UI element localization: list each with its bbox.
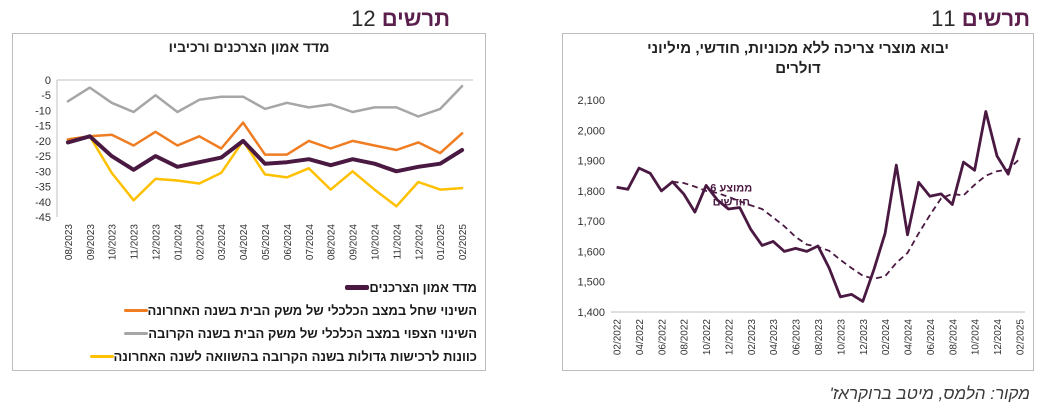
y-tick-label: -35 [35, 182, 51, 194]
y-tick-label: 1,800 [577, 186, 605, 198]
legend-swatch [123, 308, 148, 312]
x-tick-label: 08/2023 [814, 319, 825, 356]
y-tick-label: 1,900 [577, 156, 605, 168]
legend-label: השינוי הצפוי במצב הכלכלי של משק הבית בשנ… [148, 325, 477, 341]
x-tick-label: 08/2023 [64, 224, 75, 261]
chart-title-line: דולרים [775, 60, 821, 77]
x-tick-label: 03/2024 [217, 224, 228, 261]
y-tick-label: -15 [35, 121, 51, 133]
x-tick-label: 12/2023 [859, 319, 870, 356]
x-tick-label: 02/2025 [458, 224, 469, 261]
chart-title-line: יבוא מוצרי צריכה ללא מכוניות, חודשי, מיל… [647, 40, 949, 57]
legend-item-major-purchases: כוונות לרכישות גדולות בשנה הקרובה בהשווא… [27, 347, 477, 365]
x-tick-label: 02/2025 [1015, 319, 1026, 356]
x-tick-label: 09/2023 [86, 224, 97, 261]
legend-label: כוונות לרכישות גדולות בשנה הקרובה בהשווא… [113, 348, 477, 364]
chart-panel-consumer-imports: יבוא מוצרי צריכה ללא מכוניות, חודשי, מיל… [562, 33, 1034, 371]
x-tick-label: 12/2022 [724, 319, 735, 356]
y-tick-label: -10 [35, 105, 51, 117]
legend-swatch [124, 331, 149, 335]
consumer-confidence-chart: מדד אמון הצרכנים ורכיביו 0 -5 -10 -15 -20 -25 -… [35, 39, 473, 261]
legend-item-household-past-change: השינוי שחל במצב הכלכלי של משק הבית בשנה … [27, 301, 477, 319]
consumer-imports-chart: יבוא מוצרי צריכה ללא מכוניות, חודשי, מיל… [577, 40, 1026, 356]
x-tick-label: 02/2023 [747, 319, 758, 356]
moving-average-line [672, 158, 1021, 280]
imports-series-line [616, 110, 1021, 303]
chart-panel-consumer-confidence: מדד אמון הצרכנים ורכיביו 0 -5 -10 -15 -20 -25 -… [12, 33, 486, 371]
x-tick-label: 08/2024 [948, 319, 959, 356]
figure-word: תרשים [381, 6, 450, 31]
series-line [66, 121, 464, 156]
y-tick-label: 2,000 [577, 125, 605, 137]
x-tick-label: 12/2024 [993, 319, 1004, 356]
y-tick-label: 1,600 [577, 246, 605, 258]
y-tick-label: -5 [41, 90, 51, 102]
series-line [66, 84, 464, 118]
x-tick-label: 02/2024 [881, 319, 892, 356]
legend-label: מדד אמון הצרכנים [369, 279, 477, 295]
series-line [65, 134, 465, 174]
figure-number: 12 [351, 6, 376, 31]
x-tick-label: 10/2023 [108, 224, 119, 261]
x-tick-label: 01/2024 [173, 224, 184, 261]
x-tick-label: 04/2023 [769, 319, 780, 356]
x-tick-label: 12/2023 [152, 224, 163, 261]
x-tick-label: 10/2024 [971, 319, 982, 356]
x-tick-label: 09/2024 [349, 224, 360, 261]
x-tick-label: 02/2022 [613, 319, 624, 356]
x-tick-label: 06/2023 [792, 319, 803, 356]
figure-word: תרשים [961, 6, 1030, 31]
y-tick-label: -40 [35, 197, 51, 209]
legend-item-consumer-confidence: מדד אמון הצרכנים [27, 278, 477, 296]
x-tick-label: 05/2024 [261, 224, 272, 261]
legend-swatch [89, 354, 114, 358]
legend-swatch [345, 284, 370, 290]
x-tick-label: 04/2024 [239, 224, 250, 261]
y-tick-label: 1,400 [577, 307, 605, 319]
annotation-label: ממוצע 6 [710, 182, 752, 194]
y-tick-label: 1,700 [577, 216, 605, 228]
x-tick-label: 06/2024 [926, 319, 937, 356]
y-tick-label: 0 [45, 75, 51, 87]
x-tick-label: 10/2023 [836, 319, 847, 356]
x-tick-label: 11/2024 [392, 224, 403, 260]
figure-12-label: תרשים 12 [351, 6, 450, 32]
x-tick-label: 01/2025 [436, 224, 447, 261]
chart-title: מדד אמון הצרכנים ורכיביו [169, 39, 330, 55]
x-tick-label: 11/2023 [130, 224, 141, 260]
legend-label: השינוי שחל במצב הכלכלי של משק הבית בשנה … [147, 302, 477, 318]
figure-11-label: תרשים 11 [931, 6, 1030, 32]
x-tick-label: 06/2022 [657, 319, 668, 356]
x-tick-label: 07/2024 [305, 224, 316, 261]
y-tick-label: -25 [35, 151, 51, 163]
x-tick-label: 06/2024 [283, 224, 294, 261]
figure-number: 11 [931, 6, 956, 31]
source-note: מקור: הלמס, מיטב ברוקראז' [829, 384, 1030, 403]
x-tick-label: 04/2022 [635, 319, 646, 356]
x-tick-label: 02/2024 [195, 224, 206, 261]
x-tick-label: 12/2024 [414, 224, 425, 261]
legend-item-household-expected-change: השינוי הצפוי במצב הכלכלי של משק הבית בשנ… [27, 324, 477, 342]
y-tick-label: 2,100 [577, 95, 605, 107]
x-tick-label: 08/2024 [327, 224, 338, 261]
series-line [66, 135, 464, 208]
y-tick-label: -20 [35, 136, 51, 148]
x-tick-label: 08/2022 [680, 319, 691, 356]
annotation-label: חודשים [713, 196, 750, 208]
y-tick-label: -30 [35, 166, 51, 178]
x-tick-label: 04/2024 [904, 319, 915, 356]
y-tick-label: -45 [35, 212, 51, 224]
y-tick-label: 1,500 [577, 277, 605, 289]
x-tick-label: 10/2024 [370, 224, 381, 261]
x-tick-label: 10/2022 [702, 319, 713, 356]
